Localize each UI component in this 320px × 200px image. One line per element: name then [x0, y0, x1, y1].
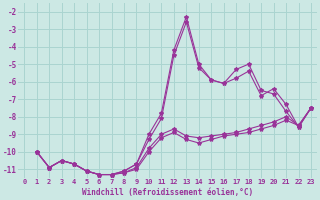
- X-axis label: Windchill (Refroidissement éolien,°C): Windchill (Refroidissement éolien,°C): [82, 188, 253, 197]
